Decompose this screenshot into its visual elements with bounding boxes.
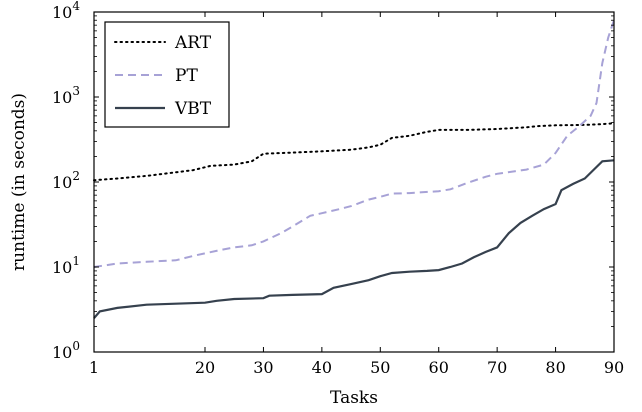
y-tick-label: 100 xyxy=(52,339,80,362)
y-tick-label: 104 xyxy=(52,0,80,22)
x-tick-label: 60 xyxy=(429,358,449,377)
x-tick-label: 20 xyxy=(195,358,215,377)
x-axis-label: Tasks xyxy=(330,388,378,408)
ticks-layer: 1 20 30 40 50 60 70 80 90 100 101 102 103 104 xyxy=(52,0,624,377)
x-tick-label: 40 xyxy=(312,358,332,377)
legend: ART PT VBT xyxy=(104,21,230,128)
y-axis-label: runtime (in seconds) xyxy=(9,93,29,271)
y-tick-label: 103 xyxy=(52,84,80,107)
x-tick-label: 70 xyxy=(487,358,507,377)
series-layer xyxy=(93,19,615,319)
series-line-pt xyxy=(93,19,615,268)
y-tick-label: 102 xyxy=(52,169,80,192)
series-line-vbt xyxy=(93,159,615,319)
x-tick-label: 1 xyxy=(89,358,99,377)
legend-label-vbt: VBT xyxy=(174,99,212,119)
x-tick-label: 50 xyxy=(370,358,390,377)
legend-label-pt: PT xyxy=(175,66,198,86)
legend-label-art: ART xyxy=(174,33,212,53)
x-tick-label: 30 xyxy=(253,358,273,377)
x-tick-label: 80 xyxy=(545,358,565,377)
x-tick-label: 90 xyxy=(604,358,624,377)
y-tick-label: 101 xyxy=(52,254,80,277)
series-line-art xyxy=(93,122,615,182)
legend-box xyxy=(104,21,230,128)
